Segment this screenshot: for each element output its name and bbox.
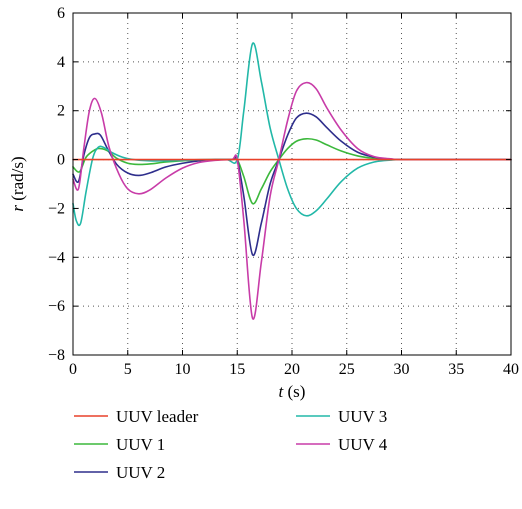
y-tick-label: 0	[57, 152, 65, 169]
x-tick-label: 5	[124, 361, 132, 378]
y-tick-label: −4	[48, 249, 65, 266]
axis-ticks	[72, 12, 512, 356]
x-tick-label: 20	[284, 361, 300, 378]
series-line-uuv-3	[72, 42, 512, 227]
x-tick-label: 25	[339, 361, 355, 378]
x-tick-label: 30	[394, 361, 410, 378]
legend: UUV leader UUV 1 UUV 2 UUV 3 UUV 4	[74, 407, 388, 482]
x-axis-unit: (s)	[283, 382, 305, 401]
tick-labels: 0 5 10 15 20 25 30 35 40 −8 −6 −4 −2 0 2 4 6	[48, 5, 519, 378]
legend-label-uuv-2: UUV 2	[116, 463, 165, 482]
legend-label-uuv-4: UUV 4	[338, 435, 388, 454]
legend-label-uuv-3: UUV 3	[338, 407, 387, 426]
y-tick-label: −6	[48, 298, 65, 315]
x-axis-label: t (s)	[279, 382, 306, 401]
legend-label-uuv-leader: UUV leader	[116, 407, 199, 426]
x-tick-label: 0	[69, 361, 77, 378]
y-axis-variable: r	[8, 205, 27, 212]
y-tick-label: 2	[57, 103, 65, 120]
legend-label-uuv-1: UUV 1	[116, 435, 165, 454]
y-axis-label: r (rad/s)	[8, 156, 27, 211]
y-tick-label: 4	[57, 54, 65, 71]
y-axis-unit: (rad/s)	[8, 156, 27, 205]
x-tick-label: 40	[503, 361, 519, 378]
y-tick-label: −2	[48, 200, 65, 217]
series-layer	[72, 42, 512, 320]
x-axis-variable: t	[279, 382, 285, 401]
series-line-uuv-4	[72, 81, 512, 320]
series-line-uuv-2	[72, 112, 512, 257]
y-tick-label: −8	[48, 347, 65, 364]
x-tick-label: 35	[448, 361, 464, 378]
x-tick-label: 10	[175, 361, 191, 378]
y-tick-label: 6	[57, 5, 65, 22]
x-tick-label: 15	[229, 361, 245, 378]
